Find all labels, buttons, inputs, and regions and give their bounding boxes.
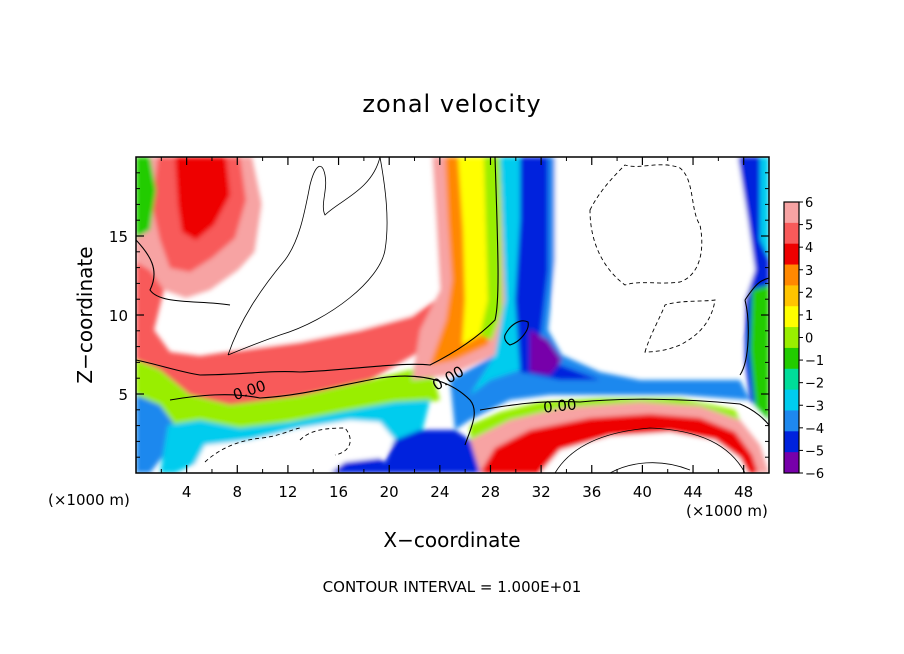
x-tick-label: 44: [683, 483, 702, 501]
chart-title: zonal velocity: [362, 90, 541, 118]
colorbar-label: −2: [805, 377, 824, 392]
field-region-negative-column-dark: [515, 157, 600, 380]
colorbar-swatch: [784, 264, 799, 286]
field-region-lower-band-green: [470, 398, 740, 440]
field-region-white-right: [555, 157, 755, 368]
field-region-column-cyan: [470, 157, 520, 395]
colorbar-label: −4: [805, 422, 824, 437]
x-tick-label: 32: [532, 483, 551, 501]
colorbar-swatch: [784, 347, 799, 370]
field-region-left-side-green: [136, 157, 156, 238]
colorbar-swatch: [784, 222, 799, 245]
y-axis-label: Z−coordinate: [73, 246, 97, 383]
colorbar-label: −5: [805, 444, 824, 459]
y-tick-label: 15: [109, 228, 128, 246]
colorbar-swatch: [784, 285, 799, 307]
x-unit-right: (×1000 m): [686, 502, 768, 520]
colorbar-swatch: [784, 243, 799, 265]
field-region-right-edge-green: [750, 285, 769, 420]
x-tick-label: 28: [481, 483, 500, 501]
colorbar-label: 2: [805, 286, 813, 301]
y-axis: 5 10 15: [109, 172, 769, 458]
colorbar-swatch: [784, 410, 799, 432]
x-tick-label: 12: [278, 483, 297, 501]
colorbar-swatch: [784, 327, 799, 349]
field-region-left-top-core: [175, 157, 230, 240]
colorbar-label: 3: [805, 264, 813, 279]
x-unit-left: (×1000 m): [48, 491, 130, 509]
contour-zero-lower-right: [479, 398, 769, 426]
x-tick-label: 20: [380, 483, 399, 501]
field-region-white-lower-left: [190, 420, 395, 473]
colorbar-label: 1: [805, 309, 813, 324]
x-tick-label: 24: [430, 483, 449, 501]
contour-positive-upper: [227, 157, 388, 356]
colorbar-swatch: [784, 389, 799, 411]
contour-label-right: 0.00: [542, 395, 577, 416]
field-region-right-edge-cyan: [760, 157, 769, 260]
contour-zero-left-band: [136, 157, 499, 376]
x-tick-label: 40: [633, 483, 652, 501]
x-tick-label: 36: [582, 483, 601, 501]
colorbar-swatch: [784, 306, 799, 328]
contour-zero-right-edge: [739, 277, 769, 376]
field-region-negative-column-purple: [530, 330, 562, 375]
colorbar-label: 0: [805, 332, 813, 347]
colorbar-label: −3: [805, 399, 824, 414]
contour-negative-upper-right: [589, 164, 703, 286]
colorbar-label: 5: [805, 219, 813, 234]
colorbar-label: 4: [805, 241, 813, 256]
field-region-left-mid: [136, 262, 450, 405]
x-tick-label: 48: [734, 483, 753, 501]
contour-interval-footer: CONTOUR INTERVAL = 1.000E+01: [323, 578, 582, 596]
x-tick-label: 16: [329, 483, 348, 501]
field-region-white-left: [220, 157, 440, 350]
velocity-field: [136, 157, 769, 473]
x-tick-label: 4: [182, 483, 192, 501]
contour-negative-mid-right: [644, 299, 716, 353]
colorbar-swatch: [784, 431, 799, 453]
colorbar-swatch: [784, 368, 799, 391]
colorbar-swatch: [784, 202, 799, 224]
colorbar-swatch: [784, 452, 799, 474]
field-region-jet-yellow: [458, 157, 488, 345]
y-tick-label: 10: [109, 307, 128, 325]
contour-positive-lower: [554, 427, 746, 473]
y-tick-label: 5: [118, 386, 128, 404]
field-region-lower-band-white: [540, 432, 748, 473]
field-region-lower-middle-dark: [330, 458, 395, 473]
contour-negative-lower-left: [204, 427, 351, 463]
colorbar-label: 6: [805, 196, 813, 211]
x-axis-label: X−coordinate: [383, 528, 520, 552]
x-axis: 4 8 12 16 20 24 28 32 36 40 44 48: [160, 157, 753, 501]
contour-zero-lower-left: [169, 375, 475, 446]
colorbar-label: −1: [805, 354, 824, 369]
field-region-lower-middle-blue: [380, 430, 480, 473]
contour-zero-small-loop: [504, 320, 529, 346]
colorbar: 6 5 4 3 2 1 0 −1 −2 −3 −4 −5 −6: [783, 196, 824, 482]
colorbar-label: −6: [805, 467, 824, 482]
x-tick-label: 8: [233, 483, 243, 501]
